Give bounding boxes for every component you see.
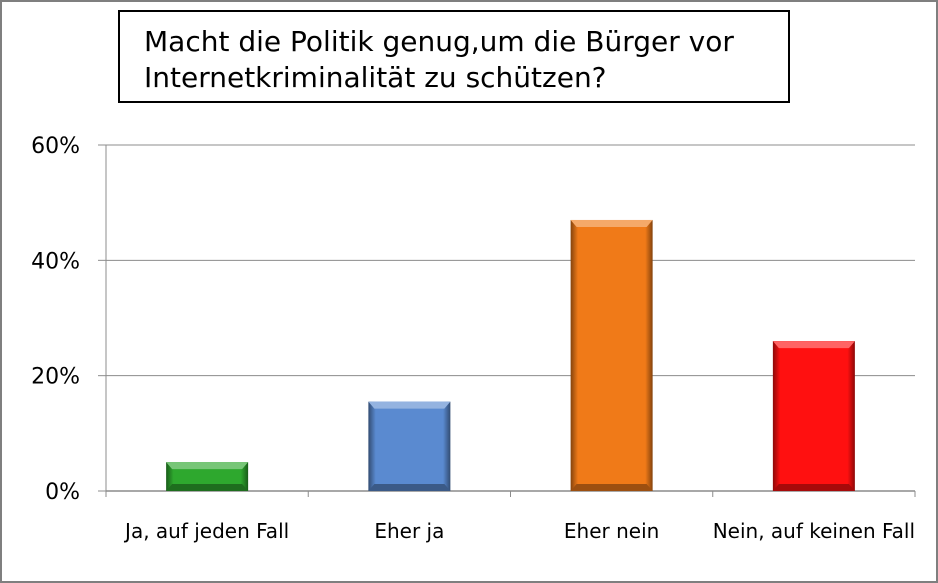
bar	[368, 401, 451, 491]
bar-bottom-bevel	[166, 484, 249, 491]
bar-top-bevel	[368, 401, 451, 409]
y-tick-label: 20%	[31, 365, 80, 390]
bar-bottom-bevel	[772, 484, 855, 491]
bar-top-bevel	[570, 219, 653, 227]
y-tick-label: 40%	[31, 249, 80, 274]
y-tick-label: 0%	[45, 480, 80, 505]
grid-layer	[106, 144, 915, 377]
bar	[772, 341, 855, 491]
bar-layer	[166, 219, 855, 491]
bar	[570, 219, 653, 491]
bar-bottom-bevel	[570, 484, 653, 491]
chart-title-line-1: Macht die Politik genug,um die Bürger vo…	[144, 25, 734, 58]
bar-body	[772, 341, 855, 491]
bar-bottom-bevel	[368, 484, 451, 491]
label-layer: 0% 20% 40% 60% Ja, auf jeden Fall Eher ja Eher…	[31, 134, 915, 543]
bar	[166, 462, 249, 491]
bar-body	[368, 401, 451, 491]
chart-title-box: Macht die Politik genug,um die Bürger vo…	[118, 10, 790, 103]
x-category-label: Ja, auf jeden Fall	[123, 519, 289, 543]
y-tick-label: 60%	[31, 134, 80, 159]
x-category-label: Eher ja	[374, 519, 444, 543]
chart-title-line-2: Internetkriminalität zu schützen?	[144, 61, 607, 94]
x-category-label: Nein, auf keinen Fall	[713, 519, 915, 543]
bar-top-bevel	[166, 462, 249, 470]
bar-top-bevel	[772, 341, 855, 349]
bar-body	[570, 219, 653, 491]
x-category-label: Eher nein	[564, 519, 659, 543]
